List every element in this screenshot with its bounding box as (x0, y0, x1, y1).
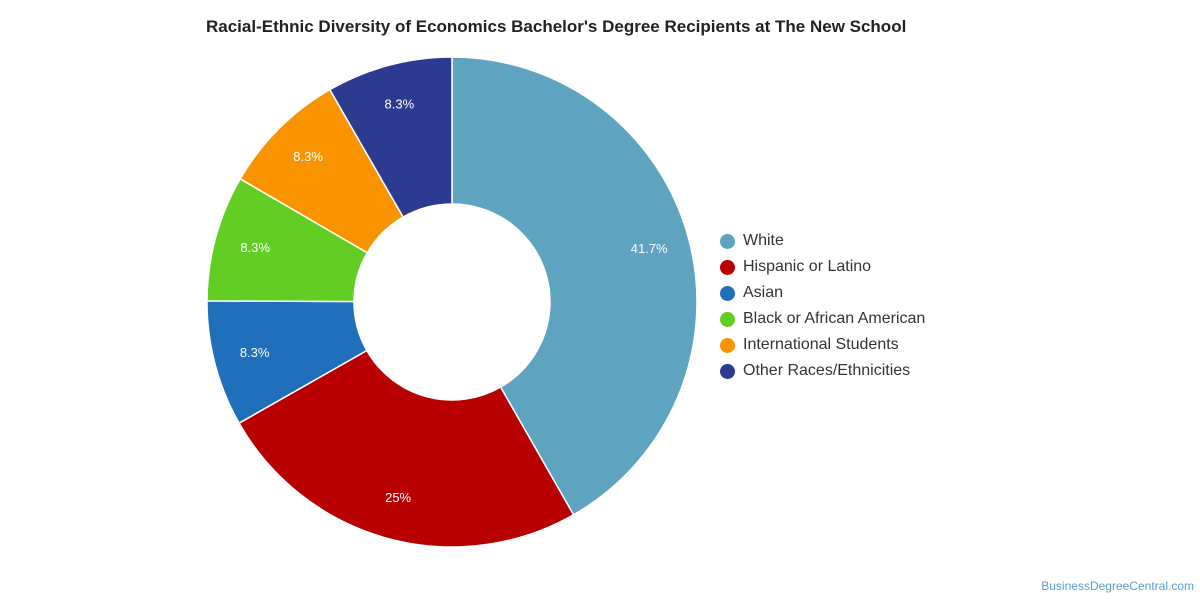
legend-item-hispanic-or-latino[interactable]: Hispanic or Latino (720, 254, 925, 280)
legend-label: Asian (743, 284, 784, 301)
legend-label: White (743, 232, 784, 249)
legend-swatch (720, 259, 735, 275)
legend-label: Hispanic or Latino (743, 258, 872, 275)
chart-title: Racial-Ethnic Diversity of Economics Bac… (206, 17, 907, 36)
legend-swatch (720, 311, 735, 327)
legend-label: Other Races/Ethnicities (743, 362, 911, 379)
slice-label-international-students: 8.3% (293, 149, 323, 164)
slice-label-other-races-ethnicities: 8.3% (385, 96, 415, 111)
slice-hispanic-or-latino[interactable] (238, 349, 575, 548)
slice-label-white: 41.7% (631, 241, 668, 256)
legend-item-international-students[interactable]: International Students (720, 332, 925, 358)
slice-label-black-or-african-american: 8.3% (240, 240, 270, 255)
legend-item-asian[interactable]: Asian (720, 280, 925, 306)
legend-swatch (720, 363, 735, 379)
legend-swatch (720, 285, 735, 301)
legend-label: Black or African American (743, 310, 926, 327)
slice-label-hispanic-or-latino: 25% (385, 490, 411, 505)
chart-legend: White Hispanic or Latino Asian Black or Afr… (720, 228, 925, 384)
slice-label-asian: 8.3% (240, 345, 270, 360)
legend-swatch (720, 233, 735, 249)
slice-white[interactable] (451, 56, 698, 516)
source-credit[interactable]: BusinessDegreeCentral.com (1041, 579, 1194, 593)
slice-other-races-ethnicities[interactable] (328, 56, 453, 219)
legend-item-white[interactable]: White (720, 228, 925, 254)
legend-swatch (720, 337, 735, 353)
legend-label: International Students (743, 336, 899, 353)
legend-item-black-or-african-american[interactable]: Black or African American (720, 306, 925, 332)
legend-item-other-races-ethnicities[interactable]: Other Races/Ethnicities (720, 358, 925, 384)
